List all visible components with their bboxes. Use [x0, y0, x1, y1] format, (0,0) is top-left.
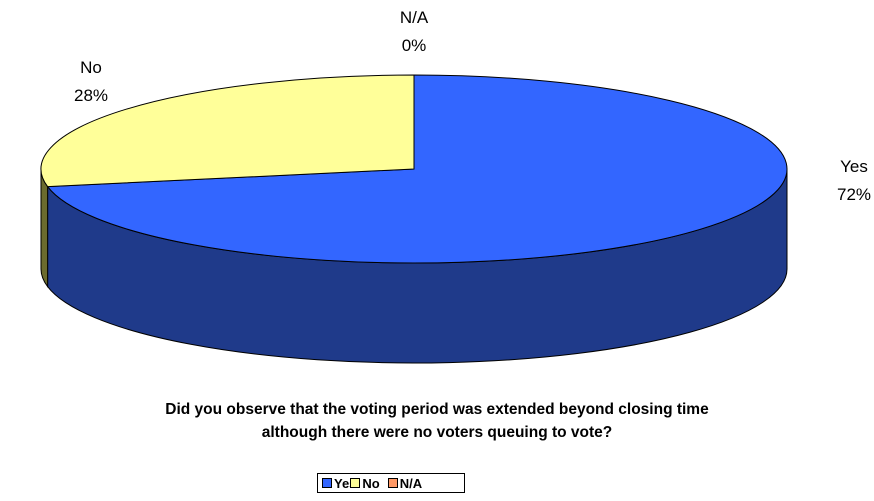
chart-title-line-2: although there were no voters queuing to…: [261, 424, 613, 441]
slice-label-value-no: 28%: [74, 86, 108, 105]
legend-swatch-yes: [322, 478, 332, 488]
legend-item-na: N/A: [387, 475, 423, 491]
slice-label-value-yes: 72%: [837, 185, 871, 204]
slice-label-name-na: N/A: [400, 8, 429, 27]
chart-title-line-1: Did you observe that the voting period w…: [165, 401, 709, 418]
legend-item-no: No: [350, 475, 380, 491]
chart-title: Did you observe that the voting period w…: [0, 398, 874, 444]
slice-label-name-no: No: [80, 58, 102, 77]
legend-swatch-na: [387, 478, 398, 488]
pie-slice-no: [40, 74, 415, 188]
legend-label-no: No: [362, 475, 380, 491]
pie-slice-yes: [46, 74, 788, 264]
legend-swatch-no: [350, 478, 361, 488]
slice-label-name-yes: Yes: [840, 157, 868, 176]
legend-label-na: N/A: [399, 475, 423, 491]
pie-side-no: [40, 168, 49, 289]
pie-chart: Yes 72% No 28% N/A 0%: [40, 8, 871, 364]
slice-label-value-na: 0%: [402, 36, 427, 55]
chart-legend: Yes No N/A: [317, 473, 465, 493]
